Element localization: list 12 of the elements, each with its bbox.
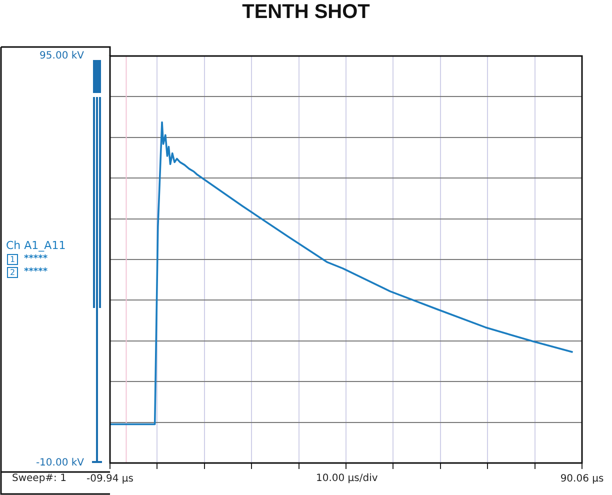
y-tick-label: 95.00 kV	[40, 50, 84, 62]
text: 1	[7, 254, 18, 266]
text: Ch A1_A11	[6, 239, 66, 252]
x-axis-title: 10.00 µs/div	[316, 473, 378, 484]
text: *****	[24, 254, 48, 264]
x-tick-label: -09.94 µs	[86, 474, 134, 485]
text: 2	[7, 267, 18, 278]
text: *****	[24, 267, 48, 278]
y-tick-label: -10.00 kV	[36, 458, 84, 469]
x-tick-label: 90.06 µs	[560, 474, 604, 485]
chart-title: TENTH SHOT	[241, 0, 371, 24]
text: Sweep#: 1	[12, 473, 66, 484]
